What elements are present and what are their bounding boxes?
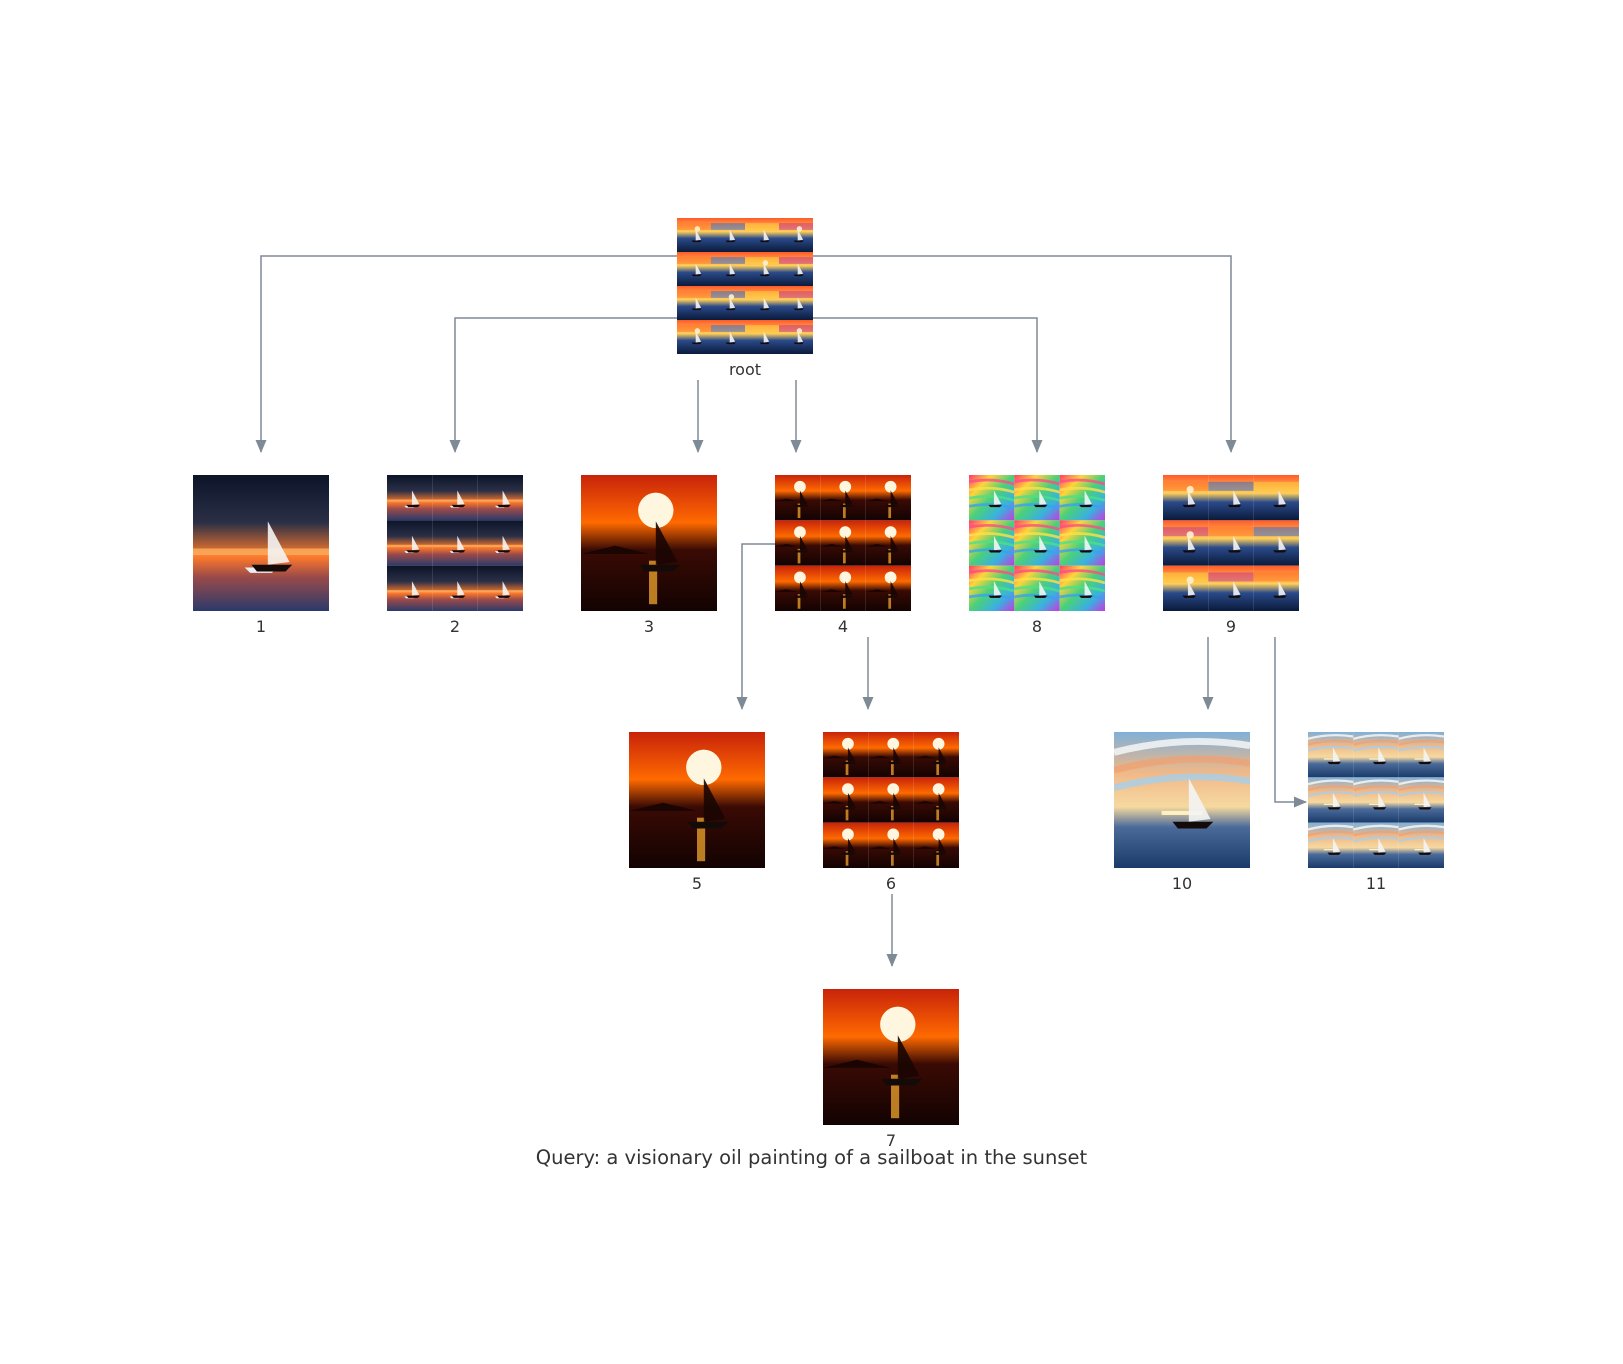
- arrowhead: [449, 440, 461, 453]
- node-image: [823, 732, 959, 868]
- node-label: 6: [885, 874, 897, 893]
- node-label: 10: [1171, 874, 1193, 893]
- node-root: root: [677, 218, 813, 379]
- node-image: [775, 475, 911, 611]
- node-n3: 3: [581, 475, 717, 636]
- edge-n4-to-n6: [862, 637, 874, 710]
- arrowhead: [790, 440, 802, 453]
- query-caption: Query: a visionary oil painting of a sai…: [535, 1146, 1088, 1169]
- node-n4: 4: [775, 475, 911, 636]
- node-image: [1308, 732, 1444, 868]
- node-image: [193, 475, 329, 611]
- node-image: [629, 732, 765, 868]
- node-n9: 9: [1163, 475, 1299, 636]
- edge-n9-to-n10: [1202, 637, 1214, 710]
- arrowhead: [1294, 796, 1307, 808]
- node-n6: 6: [823, 732, 959, 893]
- node-label: 11: [1365, 874, 1387, 893]
- node-n7: 7: [823, 989, 959, 1150]
- node-image: [677, 218, 813, 354]
- node-n8: 8: [969, 475, 1105, 636]
- arrowhead: [1202, 697, 1214, 710]
- node-n10: 10: [1114, 732, 1250, 893]
- node-n11: 11: [1308, 732, 1444, 893]
- node-image: [387, 475, 523, 611]
- arrowhead: [692, 440, 704, 453]
- node-image: [969, 475, 1105, 611]
- arrowhead: [1225, 440, 1237, 453]
- edge-root-to-n1: [255, 255, 677, 453]
- node-n2: 2: [387, 475, 523, 636]
- arrowhead: [862, 697, 874, 710]
- node-image: [1114, 732, 1250, 868]
- arrowhead: [886, 954, 898, 967]
- edge-root-to-n8: [813, 317, 1043, 453]
- arrowhead: [255, 440, 267, 453]
- edge-root-to-n2: [449, 317, 677, 453]
- edge-root-to-n4: [790, 380, 802, 453]
- edge-n4-to-n5: [736, 543, 775, 710]
- node-label: 3: [643, 617, 655, 636]
- node-label: root: [728, 360, 762, 379]
- node-label: 4: [837, 617, 849, 636]
- node-image: [823, 989, 959, 1125]
- node-label: 7: [885, 1131, 897, 1150]
- edge-root-to-n3: [692, 380, 704, 453]
- node-label: 2: [449, 617, 461, 636]
- node-n5: 5: [629, 732, 765, 893]
- node-image: [581, 475, 717, 611]
- edge-n6-to-n7: [886, 894, 898, 967]
- edge-n9-to-n11: [1274, 637, 1307, 808]
- arrowhead: [1031, 440, 1043, 453]
- node-label: 8: [1031, 617, 1043, 636]
- arrowhead: [736, 697, 748, 710]
- node-label: 5: [691, 874, 703, 893]
- node-n1: 1: [193, 475, 329, 636]
- node-image: [1163, 475, 1299, 611]
- node-label: 1: [255, 617, 267, 636]
- node-label: 9: [1225, 617, 1237, 636]
- edge-root-to-n9: [813, 255, 1237, 453]
